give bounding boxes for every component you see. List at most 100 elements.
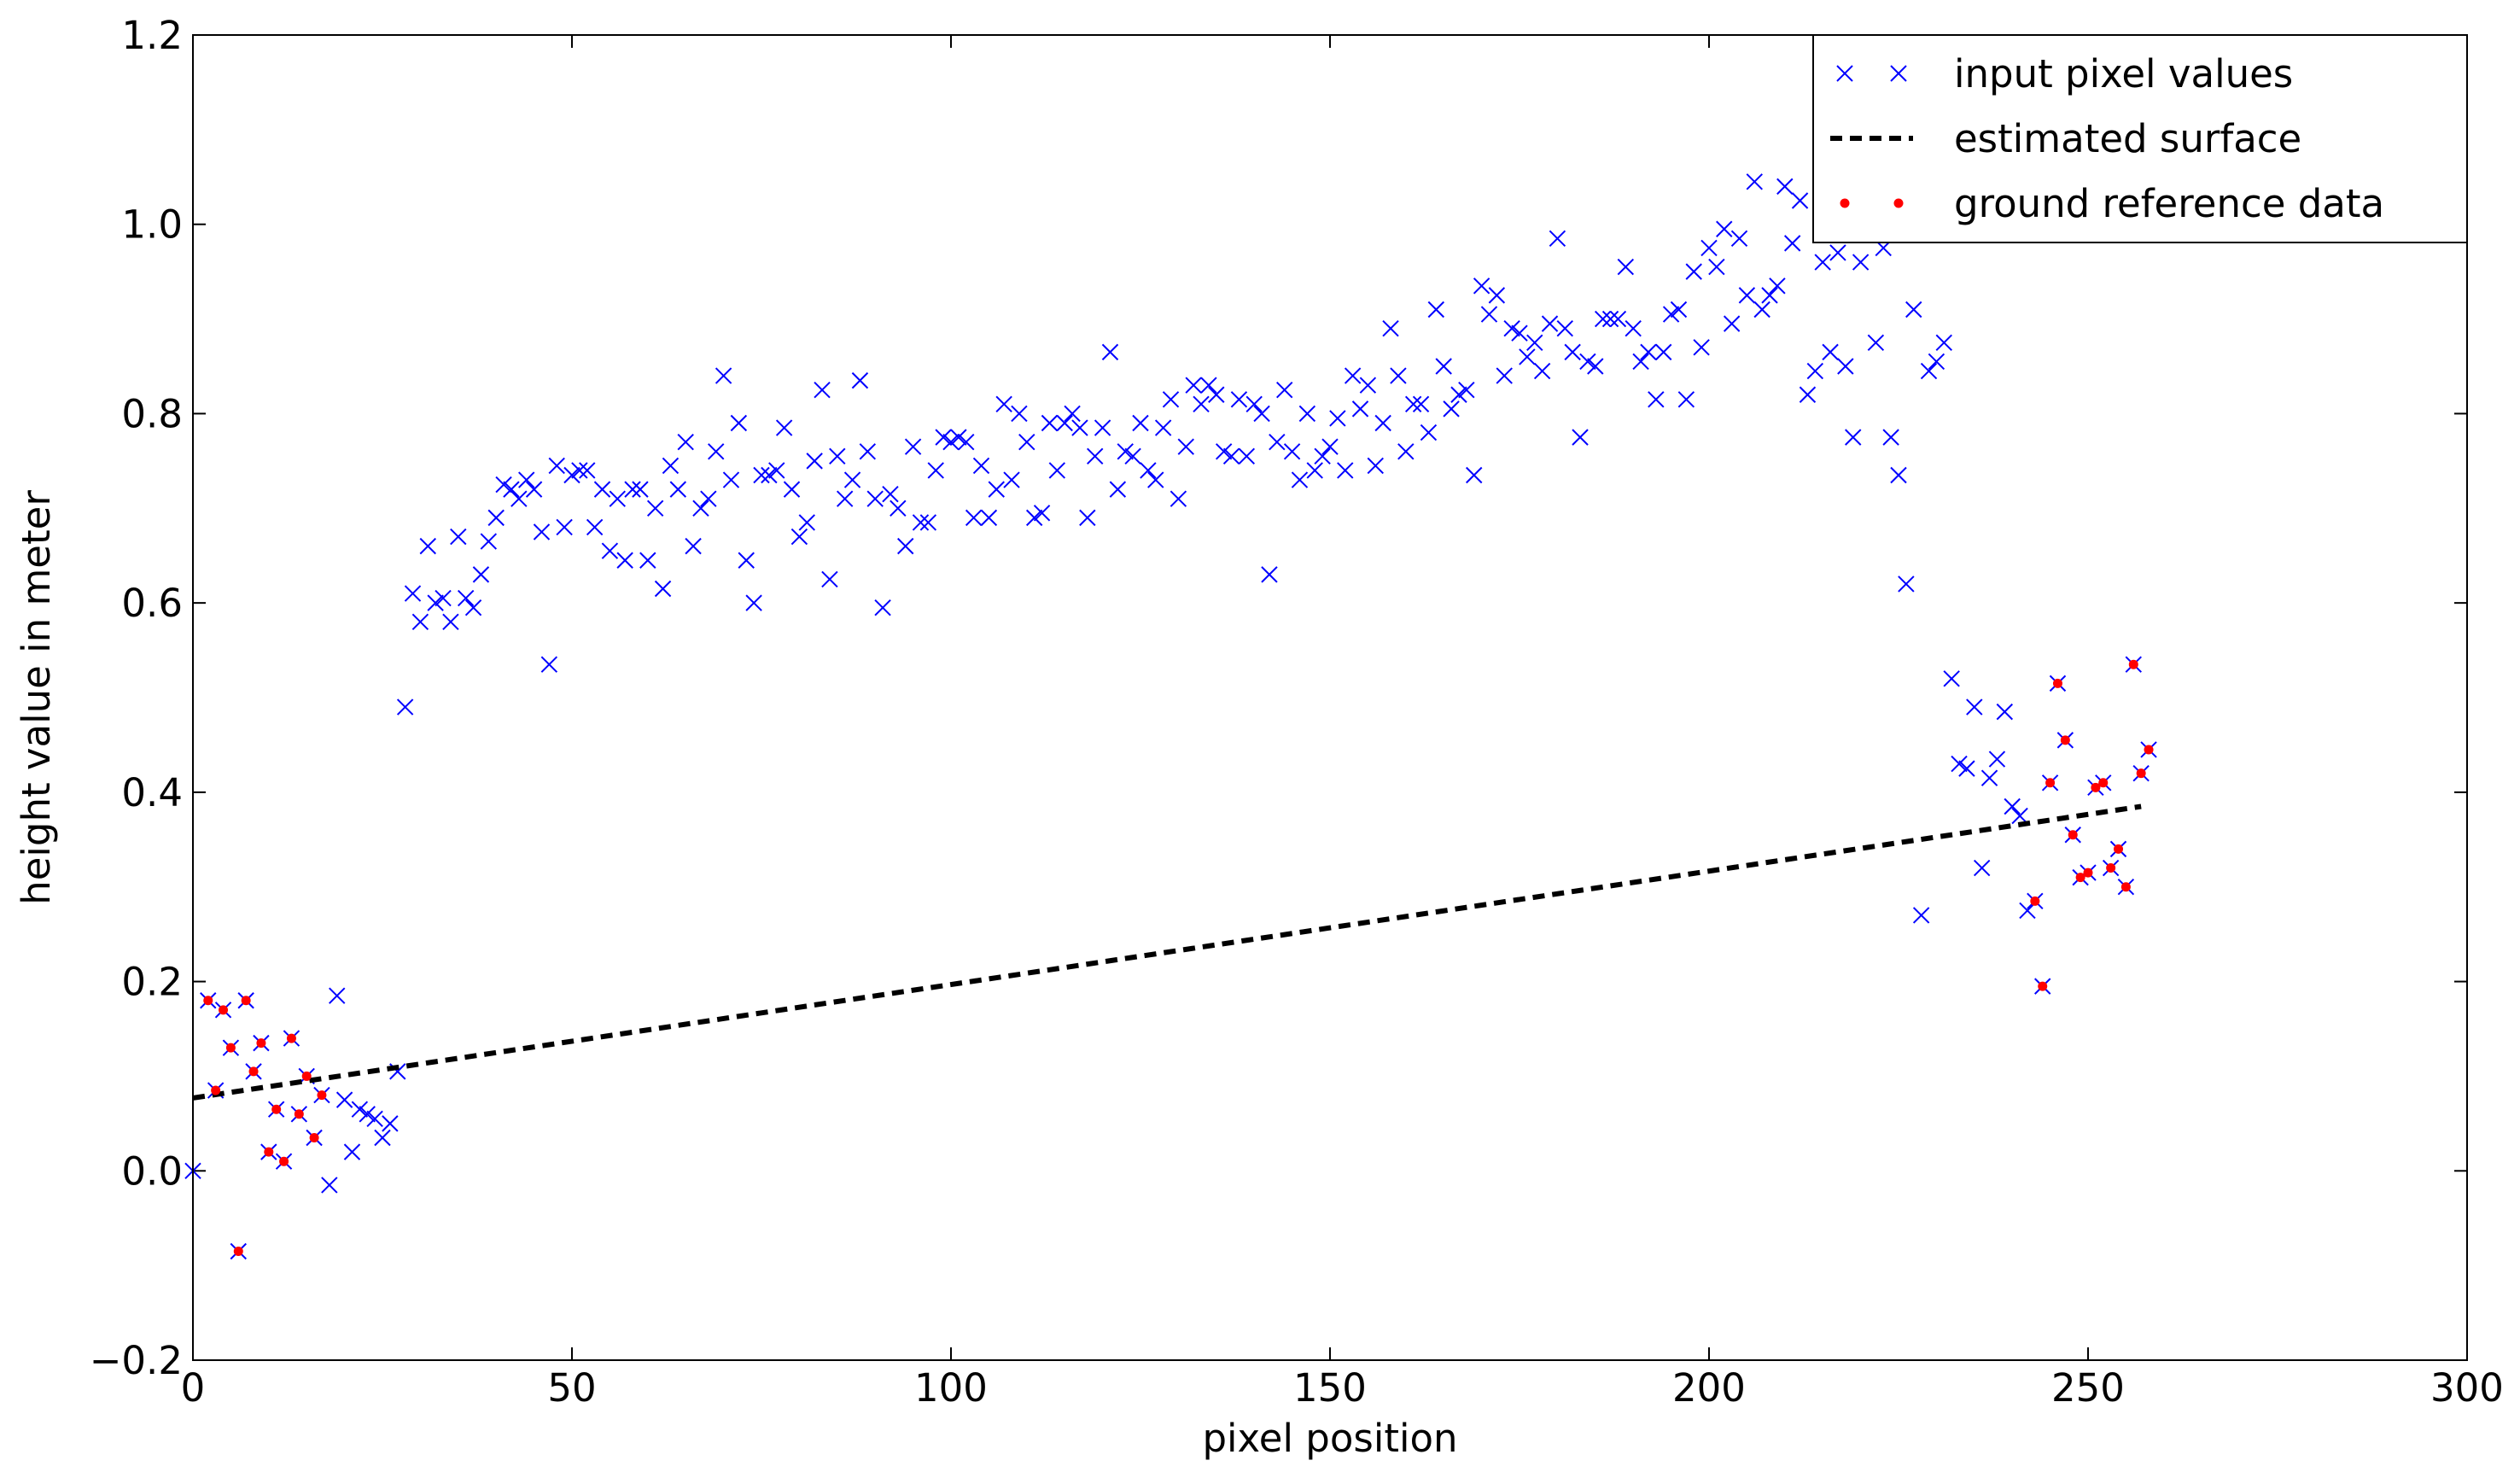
x-marker xyxy=(775,419,793,436)
x-marker xyxy=(1845,429,1862,446)
x-marker xyxy=(1033,505,1051,522)
x-marker xyxy=(427,594,444,611)
x-marker xyxy=(654,580,672,598)
x-marker xyxy=(321,1177,338,1194)
x-marker xyxy=(972,457,990,475)
x-marker xyxy=(1025,509,1043,527)
x-marker xyxy=(359,1106,376,1123)
x-marker xyxy=(1048,462,1066,479)
x-marker xyxy=(1769,277,1786,295)
x-marker xyxy=(1943,670,1960,687)
dot-marker xyxy=(203,996,213,1006)
x-marker xyxy=(1177,438,1194,455)
x-marker xyxy=(897,537,914,555)
x-marker xyxy=(692,499,709,517)
x-marker xyxy=(1935,334,1952,351)
dot-marker xyxy=(2144,745,2154,755)
x-marker xyxy=(1572,429,1589,446)
x-tick-label: 100 xyxy=(914,1365,988,1411)
x-marker xyxy=(540,656,558,673)
x-marker xyxy=(1427,301,1445,318)
x-marker xyxy=(1404,395,1422,413)
x-marker xyxy=(1587,358,1604,375)
x-marker xyxy=(1601,310,1619,328)
x-marker xyxy=(593,481,611,498)
x-marker xyxy=(1222,447,1240,465)
x-marker xyxy=(1117,443,1134,460)
legend-marker xyxy=(1836,65,1853,82)
x-marker xyxy=(1200,377,1217,394)
x-marker xyxy=(1594,310,1612,328)
x-marker xyxy=(1685,263,1702,280)
x-marker xyxy=(1253,405,1270,423)
x-marker xyxy=(1905,301,1922,318)
x-marker xyxy=(1298,405,1316,423)
x-tick-label: 50 xyxy=(547,1365,596,1411)
x-marker xyxy=(1261,566,1278,583)
x-marker xyxy=(1367,457,1384,475)
dot-marker xyxy=(301,1071,312,1081)
dot-marker xyxy=(2120,882,2131,892)
x-marker xyxy=(1670,301,1688,318)
dot-marker xyxy=(2098,778,2109,788)
x-marker xyxy=(927,462,944,479)
x-marker xyxy=(1185,377,1202,394)
dot-marker xyxy=(279,1156,289,1166)
x-marker xyxy=(1920,362,1938,380)
x-marker xyxy=(382,1115,399,1132)
x-marker xyxy=(579,462,596,479)
x-marker xyxy=(829,447,846,465)
dot-marker xyxy=(317,1090,327,1101)
x-marker xyxy=(2019,902,2036,920)
x-marker xyxy=(919,514,937,531)
x-marker xyxy=(556,518,573,536)
x-marker xyxy=(411,613,429,631)
x-marker xyxy=(685,537,702,555)
x-marker xyxy=(1443,400,1460,418)
x-marker xyxy=(859,443,877,460)
x-marker xyxy=(1087,447,1104,465)
x-marker xyxy=(1541,315,1559,332)
x-marker xyxy=(1450,386,1467,403)
x-marker xyxy=(2004,797,2021,815)
dot-marker xyxy=(2083,868,2093,878)
x-marker xyxy=(1124,447,1141,465)
dot-marker xyxy=(2030,896,2040,906)
x-marker xyxy=(1337,462,1354,479)
x-marker xyxy=(632,481,649,498)
x-marker xyxy=(1996,703,2014,721)
x-marker xyxy=(472,566,490,583)
x-tick-label: 200 xyxy=(1672,1365,1746,1411)
x-marker xyxy=(609,490,626,507)
x-marker xyxy=(1458,382,1475,399)
x-marker xyxy=(1912,907,1930,924)
x-marker xyxy=(510,490,528,507)
dot-marker xyxy=(2045,778,2056,788)
x-marker xyxy=(1382,319,1399,337)
x-marker xyxy=(821,570,838,588)
x-marker xyxy=(1208,386,1225,403)
x-marker xyxy=(798,514,815,531)
x-marker xyxy=(1420,424,1438,441)
x-marker xyxy=(1397,443,1415,460)
dot-marker xyxy=(241,996,251,1006)
x-marker xyxy=(814,382,831,399)
x-marker xyxy=(866,490,884,507)
x-marker xyxy=(624,481,641,498)
dot-marker xyxy=(219,1005,229,1015)
x-marker xyxy=(1640,343,1657,361)
x-marker xyxy=(708,443,725,460)
y-tick-label: 0.8 xyxy=(121,391,183,436)
x-marker xyxy=(1738,287,1756,304)
x-marker xyxy=(1283,443,1301,460)
y-tick-label: 0.4 xyxy=(121,770,183,815)
dot-marker xyxy=(2060,735,2070,745)
x-marker xyxy=(1609,310,1627,328)
x-marker xyxy=(533,523,551,540)
x-marker xyxy=(2011,807,2028,825)
x-marker xyxy=(1549,230,1566,248)
dot-marker xyxy=(2136,768,2146,779)
legend-marker xyxy=(1893,198,1904,208)
x-marker xyxy=(1980,769,1998,786)
x-marker xyxy=(1079,509,1096,527)
